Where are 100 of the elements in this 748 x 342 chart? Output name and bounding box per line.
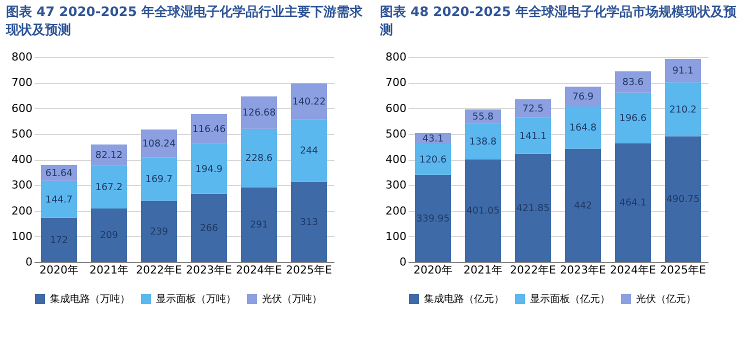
y-tick-label: 700: [386, 76, 406, 90]
y-tick-label: 300: [12, 178, 32, 192]
data-label: 72.5: [522, 103, 544, 114]
y-tick-label: 800: [386, 50, 406, 64]
data-label: 120.6: [419, 154, 447, 166]
bar: [91, 166, 127, 208]
data-label: 291: [250, 220, 268, 231]
data-label: 126.68: [242, 108, 276, 119]
legend-label: 显示面板（万吨）: [156, 293, 236, 305]
bar: [465, 159, 501, 262]
bar: [415, 144, 451, 175]
y-tick-label: 500: [386, 127, 406, 140]
data-label: 140.22: [292, 96, 326, 108]
data-label: 209: [100, 230, 118, 242]
x-tick-label: 2021年: [90, 264, 128, 276]
data-label: 464.1: [619, 198, 647, 209]
bar: [41, 218, 77, 262]
data-label: 210.2: [669, 104, 697, 116]
data-label: 116.46: [192, 124, 226, 135]
bar: [615, 92, 651, 144]
data-label: 490.75: [666, 194, 700, 206]
bar: [141, 200, 177, 262]
bar: [665, 59, 701, 82]
bar: [615, 143, 651, 262]
x-tick-label: 2020年: [414, 264, 452, 276]
y-tick-label: 100: [386, 230, 406, 243]
data-label: 172: [50, 234, 68, 246]
data-label: 82.12: [95, 150, 123, 162]
bar: [465, 124, 501, 160]
x-tick-label: 2023年E: [560, 264, 606, 276]
data-label: 164.8: [569, 122, 597, 134]
chart-title: 图表 47 2020-2025 年全球湿电子化学品行业主要下游需求现状及预测: [6, 4, 364, 40]
bar: [415, 174, 451, 262]
data-label: 169.7: [145, 174, 173, 186]
bar: [241, 128, 277, 188]
chart-title: 图表 48 2020-2025 年全球湿电子化学品市场规模现状及预测: [380, 4, 738, 40]
y-tick-label: 400: [12, 153, 32, 166]
x-tick-label: 2022年E: [510, 264, 556, 276]
bar: [515, 118, 551, 154]
bar: [141, 157, 177, 201]
x-tick-label: 2025年E: [660, 264, 706, 276]
bar: [291, 83, 327, 120]
bar: [665, 136, 701, 262]
y-tick-label: 200: [12, 204, 32, 218]
y-tick-label: 400: [386, 153, 406, 166]
y-tick-label: 600: [386, 102, 406, 115]
data-label: 442: [574, 200, 592, 212]
legend-label: 光伏（亿元）: [636, 293, 696, 305]
bar: [291, 119, 327, 182]
data-label: 108.24: [142, 138, 176, 150]
data-label: 83.6: [622, 76, 644, 88]
data-label: 228.6: [245, 153, 273, 164]
data-label: 244: [300, 146, 318, 157]
bar: [91, 208, 127, 262]
y-tick-label: 300: [386, 178, 406, 192]
y-tick-label: 100: [12, 230, 32, 243]
data-label: 144.7: [45, 194, 73, 206]
y-tick-label: 800: [12, 50, 32, 64]
legend-label: 显示面板（亿元）: [530, 293, 610, 305]
data-label: 339.95: [416, 213, 450, 224]
bar: [191, 114, 227, 144]
legend-label: 光伏（万吨）: [262, 293, 322, 305]
bar: [141, 130, 177, 158]
data-label: 266: [200, 222, 218, 234]
y-tick-label: 700: [12, 76, 32, 90]
y-tick-label: 200: [386, 204, 406, 218]
data-label: 55.8: [472, 112, 494, 123]
x-tick-label: 2021年: [464, 264, 502, 276]
bar: [565, 106, 601, 149]
y-tick-label: 600: [12, 102, 32, 115]
x-tick-label: 2023年E: [186, 264, 232, 276]
data-label: 401.05: [466, 206, 500, 217]
data-label: 141.1: [519, 130, 547, 142]
y-tick-label: 0: [400, 256, 406, 268]
data-label: 76.9: [572, 92, 594, 103]
legend-label: 集成电路（万吨）: [50, 293, 130, 305]
data-label: 43.1: [422, 133, 444, 144]
y-tick-label: 0: [26, 256, 32, 268]
x-tick-label: 2022年E: [136, 264, 182, 276]
x-tick-label: 2025年E: [286, 264, 332, 276]
data-label: 313: [300, 216, 318, 228]
bar: [565, 86, 601, 107]
bar: [241, 187, 277, 262]
y-tick-label: 500: [12, 127, 32, 140]
data-label: 61.64: [45, 168, 73, 179]
data-label: 194.9: [195, 164, 223, 175]
bar: [191, 194, 227, 262]
data-label: 138.8: [469, 136, 497, 148]
x-tick-label: 2020年: [40, 264, 78, 276]
bar: [515, 99, 551, 118]
x-tick-label: 2024年E: [610, 264, 656, 276]
bar: [191, 144, 227, 194]
bar: [241, 96, 277, 129]
legend-label: 集成电路（亿元）: [424, 293, 504, 305]
data-label: 421.85: [516, 202, 550, 214]
data-label: 91.1: [672, 66, 694, 77]
data-label: 167.2: [95, 182, 123, 194]
bar: [665, 82, 701, 136]
x-tick-label: 2024年E: [236, 264, 282, 276]
data-label: 196.6: [619, 112, 647, 124]
